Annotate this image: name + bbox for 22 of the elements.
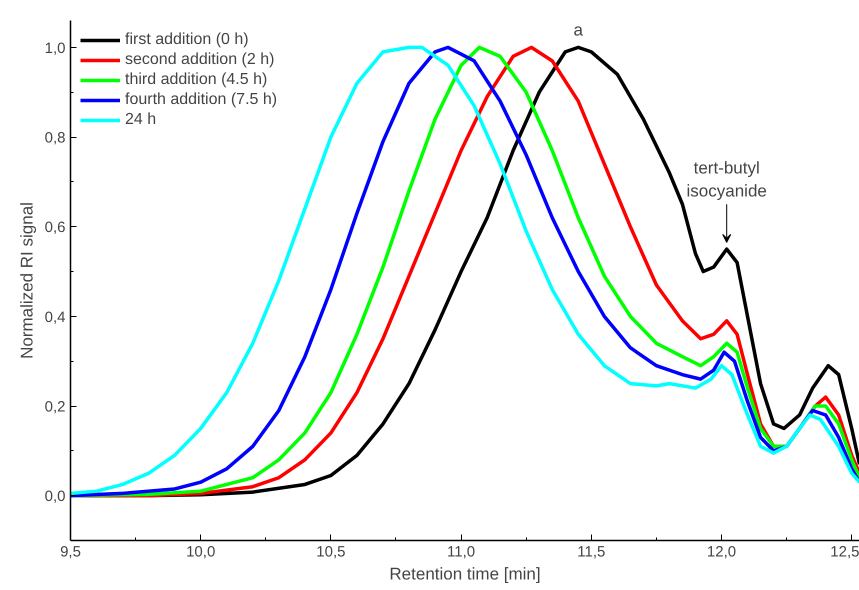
y-tick-label: 0,4	[44, 308, 66, 326]
x-tick-label: 9,5	[60, 544, 81, 560]
x-tick-label: 11,0	[447, 544, 476, 560]
y-tick-label: 0,6	[44, 219, 66, 236]
annotation: a	[574, 20, 584, 40]
x-tick-label: 10,0	[186, 544, 216, 560]
annotation: tert-butyl isocyanide	[686, 158, 767, 200]
y-tick-label: 0,8	[44, 130, 66, 147]
x-tick-label: 11,5	[577, 544, 606, 560]
legend-label: third addition (4.5 h)	[125, 70, 268, 90]
x-axis-title: Retention time [min]	[389, 564, 541, 584]
y-tick-label: 0,0	[44, 488, 66, 506]
y-tick-label: 1,0	[44, 40, 66, 57]
x-tick-label: 12,5	[830, 544, 859, 560]
x-tick-label: 12,0	[706, 544, 736, 560]
legend-label: 24 h	[125, 110, 156, 130]
y-axis-title: Normalized RI signal	[18, 202, 37, 359]
x-tick-label: 10,5	[316, 544, 346, 560]
y-tick-label: 0,2	[44, 398, 66, 416]
legend-label: first addition (0 h)	[125, 30, 249, 50]
legend-label: second addition (2 h)	[125, 50, 274, 70]
legend-label: fourth addition (7.5 h)	[125, 90, 278, 110]
